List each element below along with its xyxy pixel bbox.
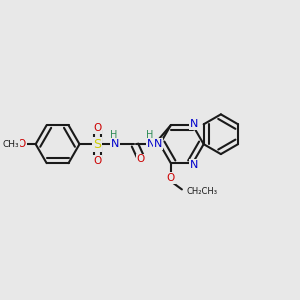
Text: S: S — [93, 138, 101, 151]
Text: N: N — [154, 139, 163, 149]
Text: CH₃: CH₃ — [2, 140, 19, 149]
Text: O: O — [137, 154, 145, 164]
Text: N: N — [111, 139, 119, 149]
Text: O: O — [167, 173, 175, 183]
Text: H: H — [110, 130, 118, 140]
Text: O: O — [93, 155, 101, 166]
Text: N: N — [147, 139, 155, 149]
Text: CH₂CH₃: CH₂CH₃ — [186, 187, 217, 196]
Text: N: N — [190, 119, 198, 129]
Text: N: N — [190, 160, 198, 170]
Text: H: H — [146, 130, 154, 140]
Text: O: O — [17, 139, 26, 149]
Text: O: O — [93, 123, 101, 133]
